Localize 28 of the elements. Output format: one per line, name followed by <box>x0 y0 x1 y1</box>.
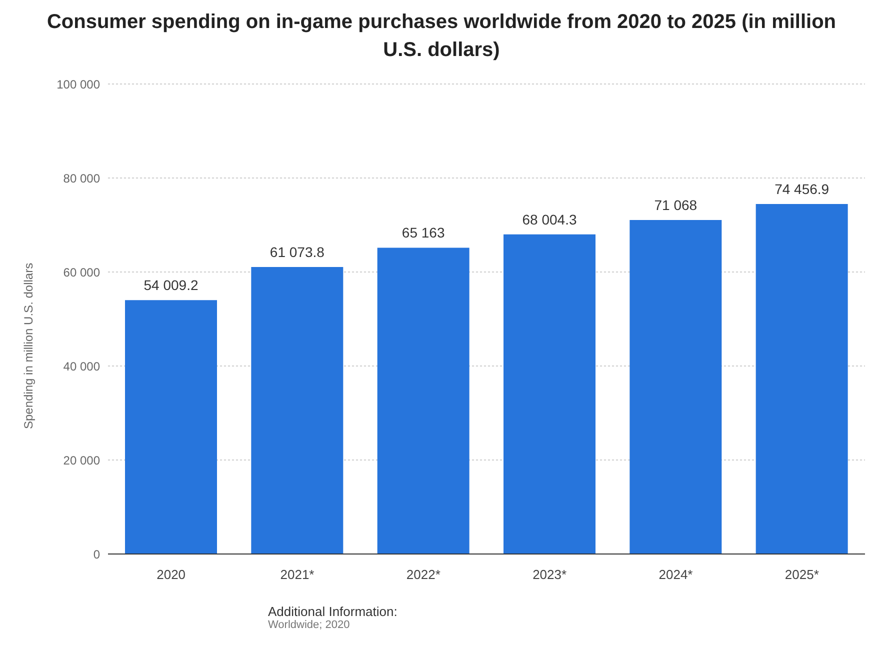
y-tick-label: 60 000 <box>63 265 100 280</box>
bar <box>251 266 344 554</box>
bar <box>504 234 596 554</box>
text: Additional Information: <box>268 604 398 619</box>
y-tick-label: 0 <box>93 547 100 562</box>
x-tick-label: 2020 <box>156 567 186 582</box>
y-axis-title: Spending in million U.S. dollars <box>21 262 36 429</box>
x-tick-label: 2021* <box>280 567 314 582</box>
data-label: 65 163 <box>402 224 445 241</box>
y-tick-label: 100 000 <box>56 77 100 92</box>
bar <box>630 220 722 554</box>
x-tick-label: 2024* <box>658 567 693 582</box>
bar <box>125 300 217 554</box>
x-tick-label: 2023* <box>532 567 567 582</box>
chart-title: Consumer spending on in-game purchases worldwide from 2020 to 2025 (in million U.S. dollars) <box>46 10 838 63</box>
bar <box>756 204 848 554</box>
x-tick-label: 2022* <box>406 567 440 582</box>
y-tick-label: 80 000 <box>63 171 100 186</box>
bar <box>377 248 470 554</box>
y-tick-label: 20 000 <box>63 453 100 468</box>
data-label: 54 009.2 <box>144 277 198 294</box>
data-label: 68 004.3 <box>522 211 577 228</box>
data-label: 74 456.9 <box>774 181 830 198</box>
x-tick-label: 2025* <box>784 567 819 582</box>
data-label: 71 068 <box>654 196 698 213</box>
y-tick-label: 40 000 <box>63 359 100 374</box>
data-label: 61 073.8 <box>270 244 325 260</box>
text: Worldwide; 2020 <box>268 619 351 631</box>
